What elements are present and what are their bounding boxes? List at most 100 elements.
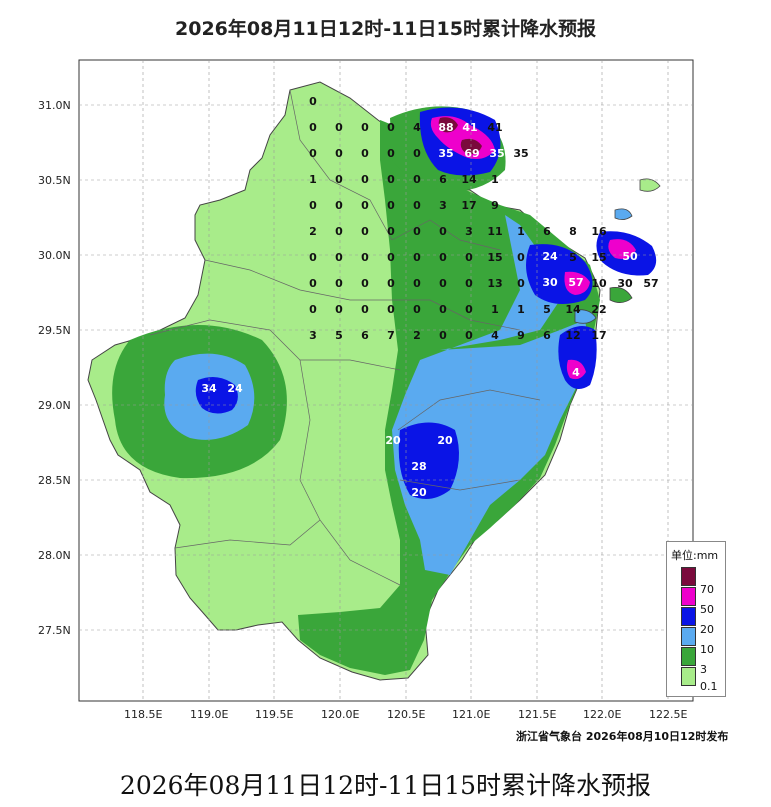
legend: 单位:mm 70 50 20 10 3 0.1 [666, 541, 726, 697]
taizhou-rain-magenta [566, 359, 586, 380]
grid-value-label: 9 [491, 199, 499, 212]
grid-value-label: 0 [413, 225, 421, 238]
grid-value-label: 22 [591, 303, 606, 316]
legend-swatch-50 [681, 587, 696, 606]
peak-value-label: 30 [542, 276, 558, 289]
lat-label: 27.5N [38, 624, 71, 637]
legend-label: 50 [700, 603, 714, 616]
lat-label: 30.0N [38, 249, 71, 262]
west-rain-blue20 [195, 376, 238, 414]
peak-value-label: 35 [438, 147, 453, 160]
grid-value-label: 12 [565, 329, 580, 342]
grid-value-label: 0 [309, 303, 317, 316]
grid-value-label: 0 [413, 199, 421, 212]
grid-value-label: 10 [591, 277, 607, 290]
lat-label: 28.5N [38, 474, 71, 487]
grid-value-label: 1 [517, 225, 525, 238]
grid-value-label: 0 [387, 251, 395, 264]
grid-value-label: 6 [543, 225, 551, 238]
peak-value-label: 41 [462, 121, 477, 134]
grid-value-label: 3 [465, 225, 473, 238]
grid-value-label: 0 [309, 199, 317, 212]
grid-value-label: 0 [413, 303, 421, 316]
grid-value-label: 0 [335, 303, 343, 316]
peak-value-label: 28 [411, 460, 426, 473]
grid-value-label: 16 [591, 225, 607, 238]
legend-swatch-10 [681, 627, 696, 646]
legend-swatch-70 [681, 567, 696, 586]
grid-value-label: 0 [439, 251, 447, 264]
lon-label: 122.0E [583, 708, 621, 721]
source-note: 浙江省气象台 2026年08月10日12时发布 [516, 730, 729, 743]
grid-value-label: 0 [517, 277, 525, 290]
grid-value-label: 6 [439, 173, 447, 186]
grid-value-label: 0 [361, 277, 369, 290]
grid-value-label: 4 [491, 329, 499, 342]
grid-value-label: 1 [491, 173, 499, 186]
lon-label: 122.5E [649, 708, 687, 721]
grid-value-label: 0 [387, 303, 395, 316]
lat-label: 30.5N [38, 174, 71, 187]
lon-label: 120.5E [387, 708, 425, 721]
peak-value-label: 34 [201, 382, 217, 395]
grid-value-label: 0 [309, 95, 317, 108]
peak-value-label: 20 [411, 486, 427, 499]
grid-value-label: 3 [439, 199, 447, 212]
grid-value-label: 0 [387, 121, 395, 134]
grid-value-label: 1 [491, 303, 499, 316]
grid-value-label: 1 [309, 173, 317, 186]
rainfall-map: 31.0N 30.5N 30.0N 29.5N 29.0N 28.5N 28.0… [38, 59, 694, 721]
grid-value-label: 0 [361, 173, 369, 186]
grid-value-label: 0 [309, 251, 317, 264]
grid-value-label: 17 [461, 199, 476, 212]
lon-label: 120.0E [321, 708, 359, 721]
grid-value-label: 0 [387, 173, 395, 186]
grid-value-label: 3 [309, 329, 317, 342]
grid-value-label: 0 [387, 199, 395, 212]
zhoushan-rain-magenta [608, 239, 636, 259]
lat-label: 31.0N [38, 99, 71, 112]
grid-value-label: 0 [335, 121, 343, 134]
grid-value-label: 0 [439, 329, 447, 342]
legend-label: 3 [700, 663, 707, 676]
lon-label: 119.0E [190, 708, 228, 721]
grid-value-label: 5 [335, 329, 343, 342]
peak-value-label: 57 [568, 276, 583, 289]
grid-value-label: 9 [517, 329, 525, 342]
legend-label: 0.1 [700, 680, 718, 693]
grid-value-label: 0 [361, 147, 369, 160]
grid-value-label: 0 [309, 147, 317, 160]
grid-value-label: 2 [413, 329, 421, 342]
legend-label: 10 [700, 643, 714, 656]
lon-label: 121.5E [518, 708, 556, 721]
grid-lines [79, 60, 693, 701]
grid-value-label: 13 [487, 277, 502, 290]
legend-label: 20 [700, 623, 714, 636]
lat-label: 29.5N [38, 324, 71, 337]
caption: 2026年08月11日12时-11日15时累计降水预报 [119, 771, 652, 800]
east-rain-blue20 [398, 422, 459, 499]
grid-value-label: 0 [439, 277, 447, 290]
grid-value-label: 0 [465, 251, 473, 264]
grid-value-label: 0 [413, 251, 421, 264]
grid-value-label: 0 [439, 303, 447, 316]
grid-value-label: 0 [413, 147, 421, 160]
grid-value-label: 41 [487, 121, 502, 134]
peak-value-label: 69 [464, 147, 479, 160]
grid-value-label: 0 [361, 251, 369, 264]
grid-value-label: 6 [361, 329, 369, 342]
lon-labels: 118.5E 119.0E 119.5E 120.0E 120.5E 121.0… [124, 708, 687, 721]
grid-value-label: 11 [487, 225, 502, 238]
grid-value-label: 14 [461, 173, 477, 186]
grid-value-label: 8 [569, 225, 577, 238]
ningbo-rain-magenta [564, 271, 590, 295]
grid-value-label: 0 [335, 147, 343, 160]
peak-value-label: 24 [227, 382, 243, 395]
grid-value-label: 57 [643, 277, 658, 290]
grid-value-label: 6 [543, 329, 551, 342]
grid-value-label: 15 [487, 251, 502, 264]
island-3 [609, 287, 633, 303]
grid-value-label: 0 [387, 277, 395, 290]
legend-swatch-3 [681, 647, 696, 666]
legend-unit: 单位:mm [671, 549, 719, 562]
